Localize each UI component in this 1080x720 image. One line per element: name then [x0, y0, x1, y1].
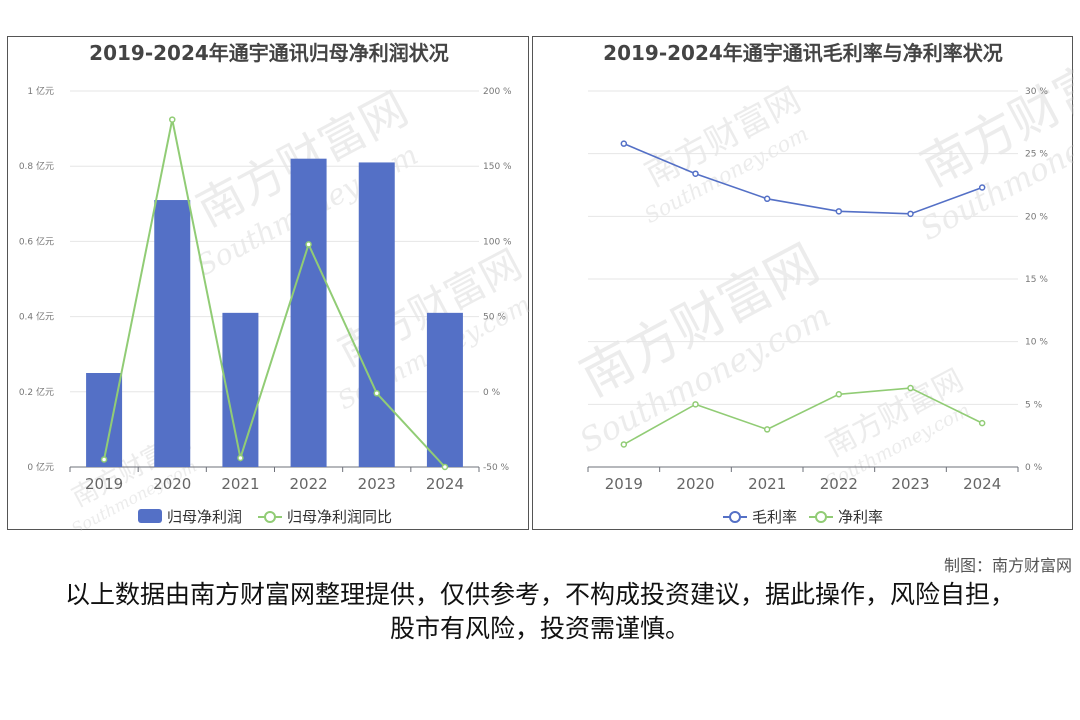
disclaimer-text: 以上数据由南方财富网整理提供，仅供参考，不构成投资建议，据此操作，风险自担，股市… [64, 580, 1015, 643]
yoy-point-2020 [169, 116, 176, 123]
series-0-point-2024 [978, 184, 986, 191]
y-left-tick-label: 1 亿元 [27, 85, 54, 97]
y-left-tick-label: 0.6 亿元 [19, 235, 54, 247]
x-tick-label: 2023 [358, 475, 396, 493]
y-right-tick-label: 150 % [483, 162, 512, 172]
yoy-point-2021 [237, 454, 244, 462]
series-1-point-2021 [763, 426, 771, 433]
x-tick-label: 2023 [891, 475, 929, 493]
y-right-tick-label: 200 % [483, 87, 512, 97]
x-tick-label: 2019 [605, 475, 643, 493]
x-tick-label: 2019 [85, 475, 123, 493]
series-0-point-2022 [835, 208, 843, 215]
bar-2021 [222, 312, 259, 467]
y-left-tick-label: 0.4 亿元 [19, 311, 54, 323]
x-tick-label: 2024 [963, 475, 1001, 493]
y-right-tick-label: 5 % [1025, 400, 1043, 410]
x-tick-label: 2022 [820, 475, 858, 493]
margin-chart-panel: 2019-2024年通宇通讯毛利率与净利率状况 南方财富网 Southmoney.… [532, 36, 1074, 530]
y-right-tick-label: 25 % [1025, 150, 1048, 160]
x-tick-label: 2021 [221, 475, 259, 493]
y-right-tick-label: 10 % [1025, 338, 1048, 348]
y-right-tick-label: 0 % [483, 388, 501, 398]
series-0-point-2023 [907, 210, 914, 218]
series-1-point-2022 [835, 391, 843, 398]
series-1-point-2024 [978, 419, 986, 427]
margin-chart: 2019-2024年通宇通讯毛利率与净利率状况 南方财富网Southmoney.… [571, 37, 1074, 526]
y-left-tick-label: 0 亿元 [27, 461, 54, 473]
y-right-tick-label: 50 % [483, 313, 506, 323]
series-0-point-2021 [763, 195, 771, 203]
legend-marker-1 [815, 511, 827, 523]
legend-bar-swatch [138, 509, 162, 523]
y-right-tick-label: 15 % [1025, 275, 1048, 285]
legend-bar-label: 归母净利润 [167, 508, 242, 526]
chart-title: 2019-2024年通宇通讯毛利率与净利率状况 [603, 41, 1003, 65]
chart-title: 2019-2024年通宇通讯归母净利润状况 [89, 41, 449, 65]
x-tick-label: 2020 [153, 475, 191, 493]
x-tick-label: 2020 [676, 475, 714, 493]
series-0-point-2019 [620, 140, 628, 147]
legend-marker-0 [729, 511, 741, 523]
yoy-point-2024 [441, 463, 449, 471]
bar-2022 [290, 158, 327, 467]
y-left-tick-label: 0.8 亿元 [19, 160, 54, 172]
series-1-point-2020 [692, 401, 699, 408]
yoy-point-2022 [305, 241, 312, 248]
x-tick-label: 2024 [426, 475, 464, 493]
series-line-1 [623, 387, 983, 446]
series-1-point-2023 [907, 384, 914, 392]
legend-label-1: 净利率 [838, 508, 883, 526]
bar-2020 [154, 200, 191, 468]
yoy-line [103, 119, 446, 468]
series-0-point-2020 [692, 170, 699, 177]
legend-line-label: 归母净利润同比 [287, 508, 392, 526]
bar-2023 [358, 162, 395, 467]
x-tick-label: 2022 [289, 475, 327, 493]
y-right-tick-label: 30 % [1025, 87, 1048, 97]
y-left-tick-label: 0.2 亿元 [19, 386, 54, 398]
legend-label-0: 毛利率 [752, 508, 797, 526]
x-tick-label: 2021 [748, 475, 786, 493]
y-right-tick-label: -50 % [483, 463, 510, 473]
y-right-tick-label: 0 % [1025, 463, 1043, 473]
series-line-0 [623, 142, 983, 215]
bar-2024 [426, 312, 463, 467]
legend-line-marker [264, 511, 276, 523]
bar-2019 [86, 373, 123, 467]
net-profit-chart-panel: 2019-2024年通宇通讯归母净利润状况 南方财富网Southmoney.co… [7, 36, 530, 531]
yoy-point-2019 [100, 456, 108, 463]
y-right-tick-label: 100 % [483, 237, 512, 247]
y-right-tick-label: 20 % [1025, 212, 1048, 222]
yoy-point-2023 [373, 390, 380, 397]
net-profit-chart: 2019-2024年通宇通讯归母净利润状况 南方财富网Southmoney.co… [19, 41, 530, 531]
series-1-point-2019 [620, 441, 628, 448]
chart-credit: 制图：南方财富网 [943, 556, 1072, 575]
